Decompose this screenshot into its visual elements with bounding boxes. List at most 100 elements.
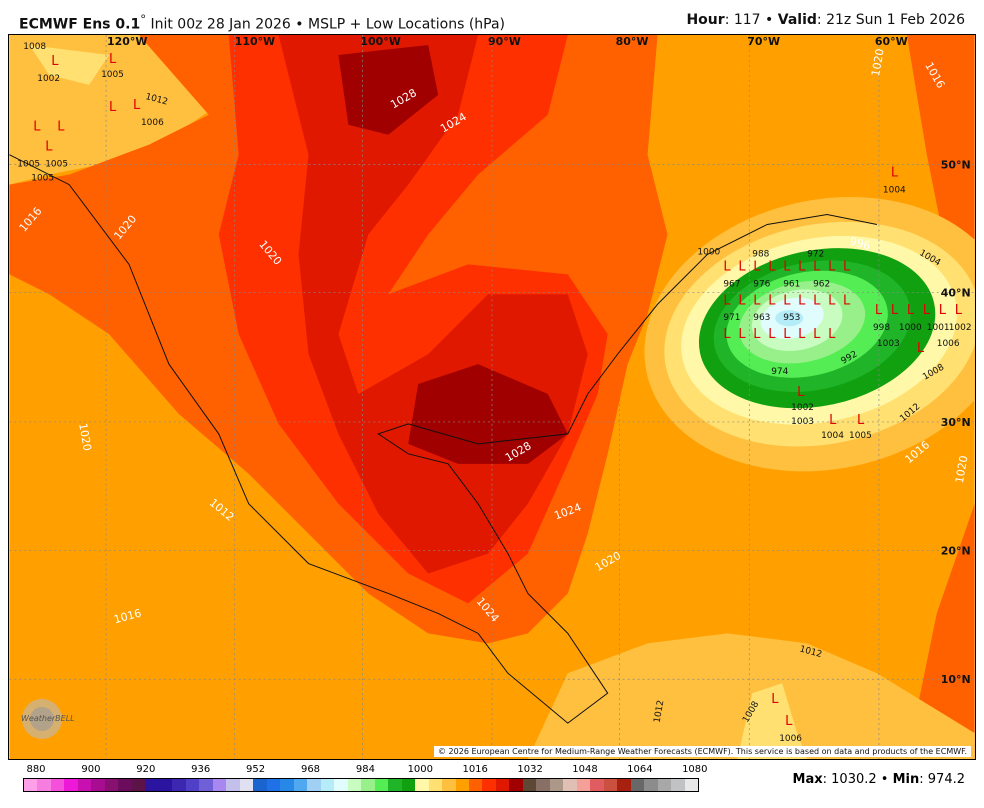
separator: •: [295, 16, 304, 33]
weatherbell-logo: WeatherBELL: [17, 697, 75, 739]
low-marker: L: [891, 303, 899, 318]
low-marker: L: [738, 259, 746, 274]
min-label: Min: [892, 772, 920, 787]
low-marker: L: [753, 293, 761, 308]
low-marker: L: [738, 327, 746, 342]
region-1028-north: [338, 44, 439, 135]
low-marker: L: [798, 327, 806, 342]
low-pressure-value: 1003: [877, 339, 900, 349]
colorbar-swatch: [145, 779, 159, 791]
low-pressure-value: 1004: [821, 431, 844, 441]
colorbar-swatch: [563, 779, 577, 791]
low-marker: L: [843, 259, 851, 274]
valid-time: 21z Sun 1 Feb 2026: [826, 12, 965, 28]
low-marker: L: [768, 327, 776, 342]
colorbar-swatch: [644, 779, 658, 791]
forecast-hour: 117: [733, 12, 761, 28]
colorbar-swatch: [603, 779, 618, 791]
low-pressure-value: 953: [783, 313, 800, 323]
isobar-label: 1020: [76, 422, 94, 452]
region-1020-southeast: [906, 503, 975, 759]
low-marker: L: [45, 140, 53, 155]
colorbar-swatch: [657, 779, 672, 791]
low-pressure-value: 1006: [937, 339, 960, 349]
colorbar-swatch: [320, 779, 335, 791]
low-marker: L: [843, 293, 851, 308]
isobar-label: 1020: [869, 48, 887, 78]
colorbar-tick-label: 920: [136, 764, 156, 775]
low-marker: L: [723, 259, 731, 274]
low-marker: L: [891, 166, 899, 181]
colorbar-swatch: [158, 779, 173, 791]
low-marker: L: [109, 100, 117, 115]
low-marker: L: [798, 259, 806, 274]
low-marker: L: [813, 259, 821, 274]
colorbar-tick-label: 936: [191, 764, 211, 775]
low-pressure-value: 1002: [949, 323, 972, 333]
colorbar-swatch: [118, 779, 132, 791]
low-pressure-value: 1005: [31, 174, 54, 184]
colorbar-swatch: [374, 779, 389, 791]
low-pressure-value: 1005: [849, 431, 872, 441]
colorbar-swatch: [253, 779, 267, 791]
colorbar-swatch: [495, 779, 510, 791]
low-marker: L: [857, 413, 865, 428]
low-pressure-value: 988: [752, 249, 769, 259]
low-marker: L: [797, 385, 805, 400]
colorbar-swatch: [64, 779, 78, 791]
low-marker: L: [939, 303, 947, 318]
hour-label: Hour: [686, 12, 725, 28]
low-pressure-value: 1001: [927, 323, 950, 333]
max-min-stats: Max: 1030.2 • Min: 974.2: [792, 772, 965, 787]
low-marker: L: [768, 259, 776, 274]
separator: •: [765, 12, 774, 28]
colorbar-swatch: [549, 779, 564, 791]
colorbar-tick-label: 1032: [517, 764, 543, 775]
region-1028-south: [408, 364, 568, 464]
colorbar-tick-label: 1064: [627, 764, 653, 775]
colorbar-swatch: [226, 779, 240, 791]
colorbar-swatch: [536, 779, 550, 791]
colorbar-swatch: [77, 779, 92, 791]
low-pressure-value: 972: [807, 249, 824, 259]
isobar-label: 996: [848, 235, 872, 253]
low-marker: L: [51, 54, 59, 69]
region-1008-south: [737, 683, 808, 759]
colorbar-swatch: [199, 779, 213, 791]
low-marker: L: [955, 303, 963, 318]
degree-sign: °: [140, 12, 147, 26]
low-pressure-value: 963: [753, 313, 770, 323]
colorbar-swatch: [576, 779, 591, 791]
colorbar-tick-label: 1080: [682, 764, 708, 775]
longitude-label: 100°W: [360, 35, 400, 48]
isobar-label: 1020: [953, 455, 971, 485]
low-pressure-value: 1008: [23, 42, 46, 52]
low-marker: L: [923, 303, 931, 318]
low-marker: L: [723, 293, 731, 308]
low-marker: L: [109, 52, 117, 67]
colorbar-tick-label: 1016: [462, 764, 488, 775]
latitude-label: 20°N: [941, 545, 971, 558]
pressure-colorbar: [23, 778, 699, 792]
low-pressure-value: 976: [753, 279, 770, 289]
low-pressure-value: 1005: [45, 160, 68, 170]
colorbar-swatch: [293, 779, 308, 791]
colorbar-swatch: [307, 779, 321, 791]
low-pressure-value: 1002: [791, 403, 814, 413]
low-marker: L: [783, 259, 791, 274]
low-marker: L: [828, 259, 836, 274]
map-title: ECMWF Ens 0.1° Init 00z 28 Jan 2026 • MS…: [19, 12, 505, 33]
colorbar-swatch: [131, 779, 146, 791]
low-marker: L: [723, 327, 731, 342]
colorbar-swatch: [482, 779, 496, 791]
colorbar-swatch: [415, 779, 429, 791]
colorbar-tick-label: 900: [81, 764, 101, 775]
mslp-map: 120°W 110°W 100°W 90°W 80°W 70°W 60°W 50°N 40°N 3…: [8, 34, 976, 760]
colorbar-swatch: [185, 779, 200, 791]
low-marker: L: [785, 714, 793, 729]
colorbar-swatch: [37, 779, 51, 791]
region-1004-1008: [29, 44, 110, 85]
colorbar-swatch: [239, 779, 254, 791]
latitude-label: 40°N: [941, 286, 971, 299]
low-marker: L: [768, 293, 776, 308]
